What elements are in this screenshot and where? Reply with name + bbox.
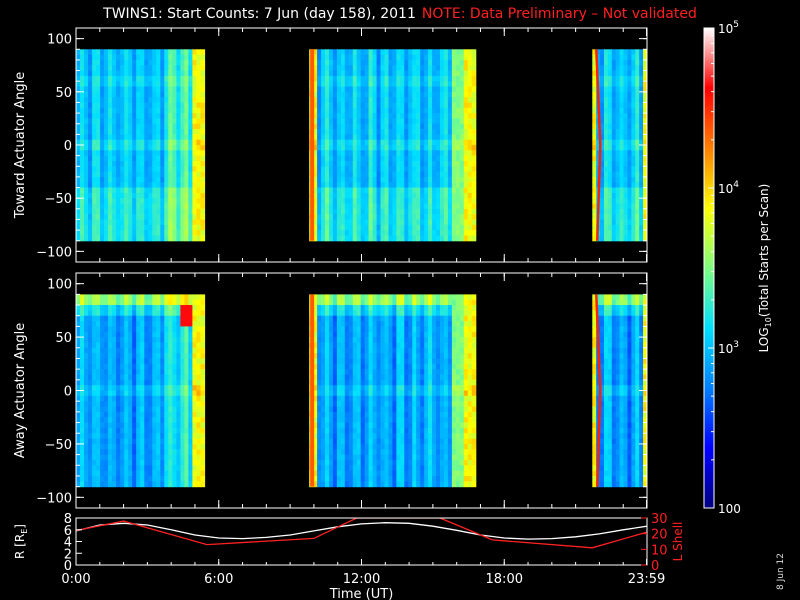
colorbar-tick-label: 100 — [718, 502, 741, 516]
ytick-label: 50 — [55, 331, 72, 346]
xtick-label: 18:00 — [486, 572, 523, 587]
colorbar-label: LOG10(Total Starts per Scan) — [757, 184, 773, 353]
ytick-left-label: 8 — [64, 512, 72, 527]
ytick-label: −50 — [45, 192, 72, 207]
xlabel: Time (UT) — [329, 587, 394, 600]
hot-edge — [310, 294, 315, 487]
ytick-label: 0 — [64, 385, 72, 400]
chart-title: TWINS1: Start Counts: 7 Jun (day 158), 2… — [0, 6, 800, 22]
ytick-right-label: 30 — [651, 512, 668, 527]
heatmap-panel-top: 100 50 0 −50 −100 Toward Actuator Angle — [13, 27, 648, 263]
ytick-left-label: 2 — [64, 547, 72, 562]
ytick-left-label: 4 — [64, 536, 72, 551]
ytick-label: −50 — [45, 438, 72, 453]
colorbar-gradient — [704, 28, 714, 508]
ylabel-top: Toward Actuator Angle — [13, 72, 28, 219]
ylabel-left: R [RE] — [13, 524, 29, 559]
xtick-label: 12:00 — [343, 572, 380, 587]
colorbar-tick-label: 105 — [718, 20, 739, 36]
ylabel-right: L Shell — [671, 522, 685, 562]
hot-track — [595, 49, 602, 241]
ylabel-middle: Away Actuator Angle — [13, 323, 28, 458]
colorbar-tick-label: 104 — [718, 180, 739, 196]
heatmap-cells-middle — [76, 294, 647, 488]
ytick-label: 0 — [64, 139, 72, 154]
ytick-label: 100 — [47, 278, 72, 293]
xtick-label: 6:00 — [204, 572, 233, 587]
ephemeris-frame — [75, 517, 648, 566]
series-lshell-line — [76, 518, 647, 549]
ytick-label: −100 — [36, 245, 72, 260]
series-r-line — [76, 522, 647, 540]
hot-track — [595, 294, 602, 487]
hot-edge — [310, 49, 315, 241]
xtick-label: 0:00 — [61, 572, 90, 587]
title-main: TWINS1: Start Counts: 7 Jun (day 158), 2… — [103, 6, 416, 22]
ytick-right-label: 0 — [651, 559, 659, 574]
ytick-right-label: 10 — [651, 543, 668, 558]
colorbar: 105 104 103 100 LOG10(Total Starts per Scan) — [703, 20, 773, 516]
title-note: NOTE: Data Preliminary – Not validated — [421, 6, 697, 22]
heatmap-cells-top — [76, 49, 647, 242]
ytick-left-label: 0 — [64, 559, 72, 574]
ephemeris-lines — [76, 518, 647, 549]
xtick-label: 23:59 — [628, 572, 665, 587]
ytick-right-label: 20 — [651, 528, 668, 543]
heatmap-panel-middle: 100 50 0 −50 −100 Away Actuator Angle — [13, 272, 648, 509]
ytick-label: 50 — [55, 86, 72, 101]
ytick-label: 100 — [47, 33, 72, 48]
colorbar-tick-label: 103 — [718, 340, 739, 356]
ytick-label: −100 — [36, 491, 72, 506]
ytick-left-label: 6 — [64, 524, 72, 539]
date-stamp: 8 Jun 12 — [776, 553, 786, 590]
